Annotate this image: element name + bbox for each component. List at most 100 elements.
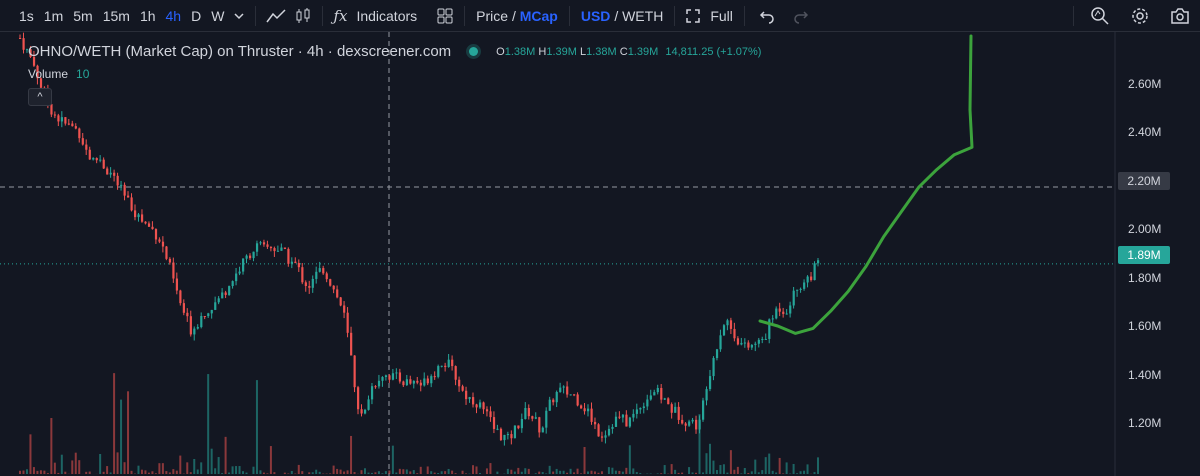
y-axis-label: 2.60M bbox=[1128, 77, 1162, 91]
volume-bar bbox=[475, 466, 478, 474]
y-axis-label: 1.20M bbox=[1128, 416, 1162, 430]
interval-4h[interactable]: 4h bbox=[165, 7, 182, 24]
candle-body bbox=[625, 414, 628, 427]
candle-body bbox=[273, 248, 276, 252]
volume-bar bbox=[74, 452, 77, 474]
volume-bar bbox=[360, 470, 363, 474]
volume-bar bbox=[402, 469, 405, 474]
candles-icon[interactable] bbox=[290, 0, 316, 32]
candle-body bbox=[127, 195, 130, 198]
fullscreen-icon[interactable] bbox=[681, 0, 705, 32]
candle-body bbox=[702, 400, 705, 420]
candle-body bbox=[499, 428, 503, 441]
toolbar-divider bbox=[464, 5, 466, 26]
volume-bar bbox=[754, 459, 757, 474]
volume-bar bbox=[231, 466, 234, 474]
fx-icon[interactable]: ƒx bbox=[333, 6, 348, 25]
toolbar-divider bbox=[322, 5, 324, 26]
candle-body bbox=[315, 271, 318, 279]
interval-W[interactable]: W bbox=[211, 7, 225, 24]
volume-bar bbox=[235, 466, 238, 474]
volume-bar bbox=[545, 473, 548, 474]
candle-body bbox=[708, 376, 712, 390]
volume-bar bbox=[757, 472, 760, 474]
chevron-down-icon[interactable] bbox=[229, 0, 249, 32]
candle-body bbox=[50, 104, 53, 115]
volume-bar bbox=[273, 472, 276, 474]
volume-bar bbox=[242, 471, 245, 474]
mcap-label: MCap bbox=[519, 7, 558, 24]
line-chart-icon[interactable] bbox=[262, 0, 290, 32]
volume-bar bbox=[569, 468, 572, 474]
candle-body bbox=[200, 315, 203, 328]
candle-body bbox=[144, 221, 147, 224]
candle-body bbox=[674, 406, 677, 413]
volume-bar bbox=[172, 469, 175, 474]
interval-1s[interactable]: 1s bbox=[19, 7, 34, 24]
chart-legend: OHNO/WETH (Market Cap) on Thruster · 4h … bbox=[28, 43, 761, 60]
settings-icon[interactable] bbox=[1126, 0, 1154, 32]
full-button[interactable]: Full bbox=[710, 7, 733, 24]
price-mcap-toggle[interactable]: Price / MCap bbox=[471, 0, 563, 32]
volume-bar bbox=[161, 463, 164, 474]
volume-bar bbox=[454, 473, 457, 474]
candle-body bbox=[64, 117, 67, 124]
collapse-legend-button[interactable]: ^ bbox=[28, 88, 52, 106]
interval-1h[interactable]: 1h bbox=[139, 7, 156, 24]
interval-5m[interactable]: 5m bbox=[73, 7, 93, 24]
candle-body bbox=[339, 297, 342, 306]
candle-body bbox=[172, 262, 175, 279]
candle-body bbox=[193, 328, 196, 335]
price-chart[interactable] bbox=[0, 32, 1200, 476]
redo-icon[interactable] bbox=[789, 0, 813, 32]
volume-bar bbox=[311, 472, 314, 474]
volume-bar bbox=[768, 453, 771, 474]
candle-body bbox=[391, 373, 395, 380]
candle-body bbox=[538, 417, 541, 433]
volume-bar bbox=[245, 472, 248, 474]
volume-bar bbox=[559, 470, 562, 474]
candle-body bbox=[336, 289, 339, 298]
volume-bar bbox=[639, 473, 642, 474]
candle-body bbox=[789, 305, 792, 314]
interval-D[interactable]: D bbox=[191, 7, 202, 24]
volume-bar bbox=[32, 467, 35, 474]
volume-bar bbox=[329, 473, 332, 474]
currency-toggle[interactable]: USD / WETH bbox=[576, 0, 668, 32]
candle-body bbox=[384, 375, 388, 377]
candle-body bbox=[545, 410, 548, 428]
candle-body bbox=[768, 319, 771, 339]
candle-body bbox=[266, 244, 269, 247]
indicators-button[interactable]: Indicators bbox=[356, 7, 418, 24]
volume-bar bbox=[430, 471, 433, 474]
volume-bar bbox=[384, 471, 387, 474]
volume-bar bbox=[451, 470, 454, 474]
candle-body bbox=[238, 271, 241, 274]
zoom-icon[interactable] bbox=[1086, 0, 1114, 32]
undo-icon[interactable] bbox=[755, 0, 779, 32]
chart-toolbar: 1s 1m 5m 15m 1h 4h D W ƒx Indicators Price / MC… bbox=[0, 0, 1200, 32]
candle-body bbox=[478, 402, 482, 408]
last-price-tag: 1.89M bbox=[1118, 246, 1170, 264]
candle-body bbox=[430, 376, 433, 384]
volume-bar bbox=[290, 470, 293, 474]
templates-icon[interactable] bbox=[432, 0, 458, 32]
volume-bar bbox=[587, 471, 590, 474]
candle-body bbox=[248, 255, 252, 259]
volume-bar bbox=[186, 462, 189, 474]
candle-body bbox=[151, 226, 154, 230]
candle-body bbox=[276, 250, 280, 252]
interval-1m[interactable]: 1m bbox=[43, 7, 64, 24]
low-value: 1.38M bbox=[586, 45, 617, 58]
candle-body bbox=[95, 158, 98, 161]
candle-body bbox=[541, 427, 544, 433]
candle-body bbox=[597, 424, 600, 437]
price-label: Price bbox=[476, 7, 509, 24]
interval-15m[interactable]: 15m bbox=[102, 7, 130, 24]
candle-body bbox=[475, 404, 478, 408]
candle-body bbox=[566, 386, 569, 395]
camera-icon[interactable] bbox=[1166, 0, 1194, 32]
candle-body bbox=[806, 276, 809, 283]
y-axis-label: 2.40M bbox=[1128, 125, 1162, 139]
candle-body bbox=[796, 289, 799, 291]
